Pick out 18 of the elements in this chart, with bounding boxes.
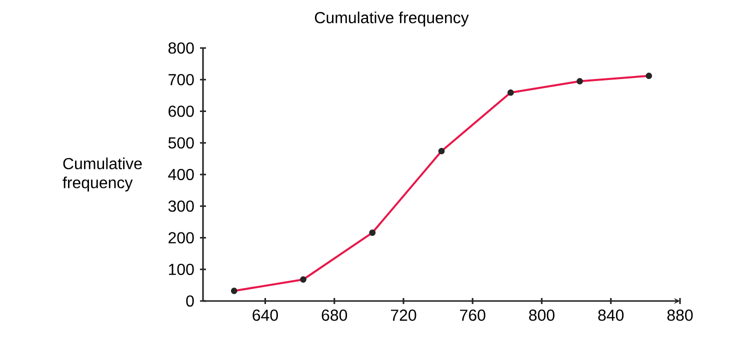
chart-title: Cumulative frequency	[314, 12, 469, 26]
x-tick-label: 760	[460, 310, 486, 321]
y-tick-label: 200	[168, 232, 194, 244]
x-tick-label: 680	[322, 310, 348, 321]
y-tick-label: 100	[168, 264, 194, 276]
y-tick-label: 600	[168, 106, 194, 117]
y-tick-label: 500	[168, 137, 194, 149]
y-tick-label: 800	[168, 42, 194, 54]
x-tick-label: 840	[598, 310, 624, 321]
y-tick-label: 700	[168, 74, 194, 86]
x-tick-label: 880	[667, 310, 693, 321]
x-tick-label: 720	[390, 310, 416, 321]
x-tick-label: 800	[529, 310, 554, 321]
y-axis-title: Cumulative frequency	[62, 158, 142, 192]
y-tick-label: 300	[168, 200, 194, 212]
y-tick-label: 0	[186, 295, 194, 307]
x-tick-label: 640	[252, 310, 278, 321]
y-tick-label: 400	[168, 168, 194, 180]
